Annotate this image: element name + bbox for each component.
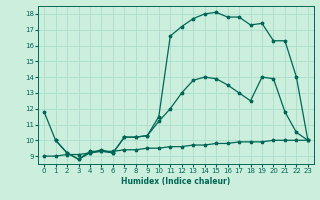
X-axis label: Humidex (Indice chaleur): Humidex (Indice chaleur) <box>121 177 231 186</box>
